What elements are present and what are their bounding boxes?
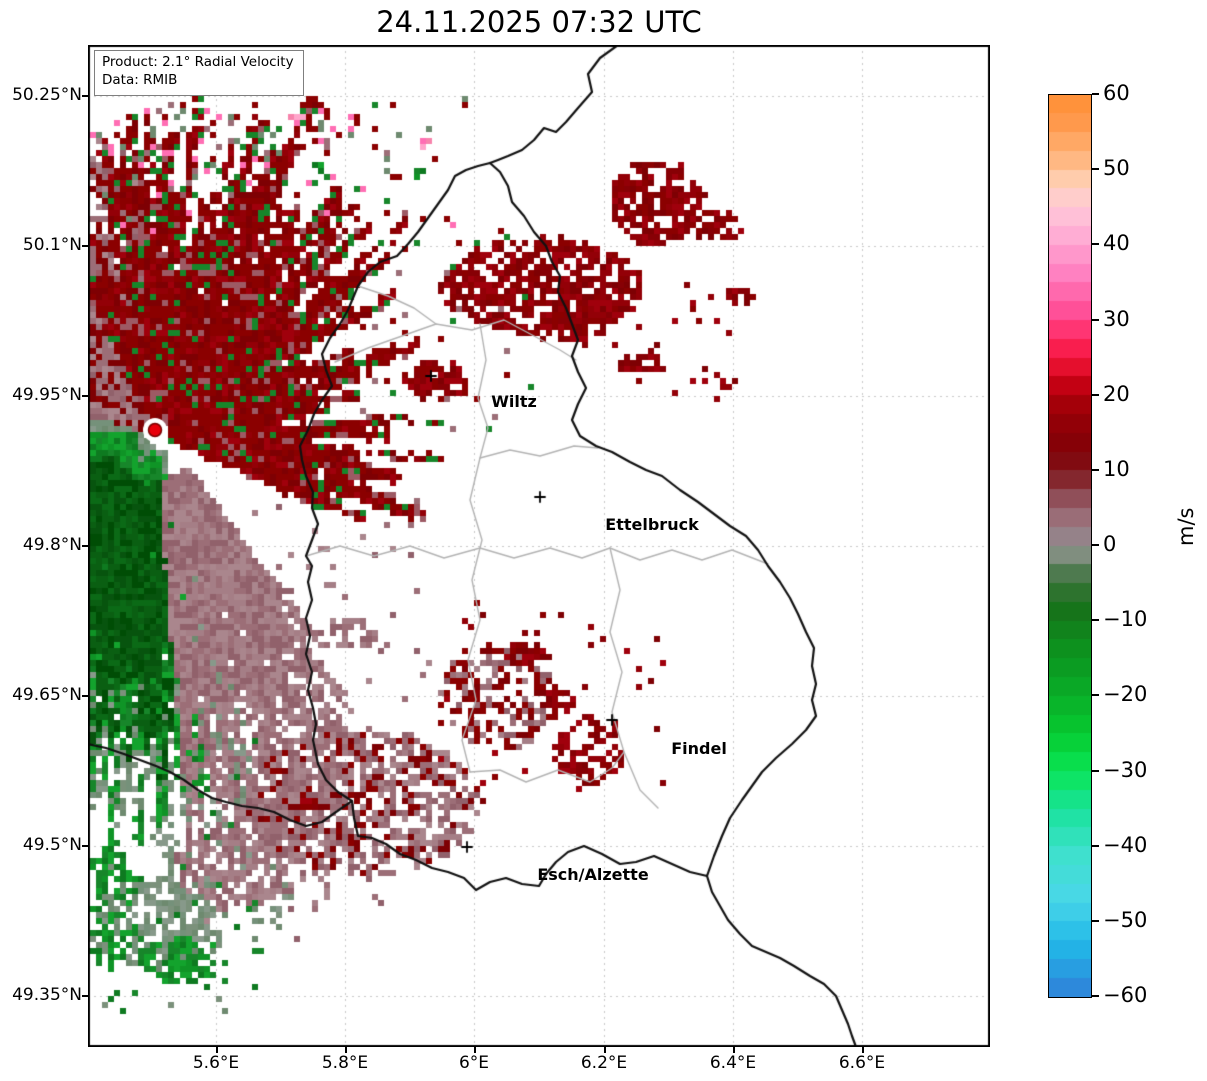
colorbar-tick-label: 10 [1103,456,1130,481]
y-axis-tick-mark [82,995,88,997]
colorbar-tick-mark [1092,694,1099,697]
colorbar-tick-label: −30 [1103,757,1148,782]
colorbar-tick-label: 30 [1103,306,1130,331]
colorbar-tick-mark [1092,995,1099,997]
y-axis-tick-mark [82,845,88,847]
figure-title: 24.11.2025 07:32 UTC [376,5,702,39]
colorbar-tick-label: 50 [1103,156,1130,181]
colorbar-tick-mark [1092,243,1099,246]
colorbar-tick-mark [1092,919,1099,922]
colorbar-tick-mark [1092,619,1099,622]
city-label-wiltz: Wiltz [491,392,537,411]
y-axis-tick-mark [82,695,88,697]
product-info-box: Product: 2.1° Radial Velocity Data: RMIB [94,50,304,96]
y-axis-tick-label: 50.1°N [22,235,82,255]
colorbar-tick-label: −20 [1103,682,1148,707]
colorbar-tick-mark [1092,544,1099,546]
x-axis-tick-label: 6.6°E [838,1053,886,1073]
radar-map-canvas [88,45,990,1047]
city-label-esch-alzette: Esch/Alzette [537,865,649,884]
y-axis-tick-mark [82,395,88,397]
city-label-ettelbruck: Ettelbruck [605,515,699,534]
colorbar-tick-label: 20 [1103,381,1130,406]
colorbar-tick-label: 40 [1103,231,1130,256]
colorbar-tick-mark [1092,468,1099,471]
colorbar-tick-label: −60 [1103,983,1148,1007]
y-axis-tick-label: 49.8°N [22,535,82,555]
colorbar [1048,94,1092,998]
x-axis-tick-label: 5.6°E [192,1053,240,1073]
y-axis-tick-label: 49.35°N [12,985,82,1005]
colorbar-tick-mark [1092,318,1099,321]
x-axis-tick-label: 6.4°E [709,1053,757,1073]
y-axis-tick-mark [82,545,88,547]
colorbar-tick-label: −40 [1103,832,1148,857]
colorbar-tick-mark [1092,769,1099,772]
y-axis-tick-label: 49.95°N [12,385,82,405]
colorbar-tick-label: 0 [1103,532,1117,556]
x-axis-tick-mark [733,1047,735,1053]
product-line: Product: 2.1° Radial Velocity [102,54,294,70]
city-label-findel: Findel [671,739,727,758]
y-axis-tick-label: 50.25°N [12,85,82,105]
y-axis-tick-label: 49.65°N [12,685,82,705]
x-axis-tick-mark [604,1047,606,1053]
y-axis-tick-mark [82,245,88,247]
colorbar-tick-label: −10 [1103,607,1148,632]
data-source-line: Data: RMIB [102,71,178,88]
colorbar-tick-label: 60 [1103,81,1130,105]
colorbar-tick-mark [1092,393,1099,396]
x-axis-tick-label: 6.2°E [580,1053,628,1073]
x-axis-tick-mark [862,1047,864,1053]
x-axis-tick-mark [216,1047,218,1053]
x-axis-tick-mark [474,1047,476,1053]
y-axis-tick-mark [82,95,88,97]
x-axis-tick-label: 5.8°E [321,1053,369,1073]
colorbar-canvas [1049,95,1091,997]
colorbar-tick-mark [1092,168,1099,171]
colorbar-tick-mark [1092,844,1099,847]
x-axis-tick-mark [345,1047,347,1053]
y-axis-tick-label: 49.5°N [22,835,82,855]
colorbar-tick-label: −50 [1103,907,1148,932]
map-plot-area: Product: 2.1° Radial Velocity Data: RMIB [88,45,990,1047]
colorbar-tick-mark [1092,93,1099,95]
x-axis-tick-label: 6°E [458,1053,490,1073]
